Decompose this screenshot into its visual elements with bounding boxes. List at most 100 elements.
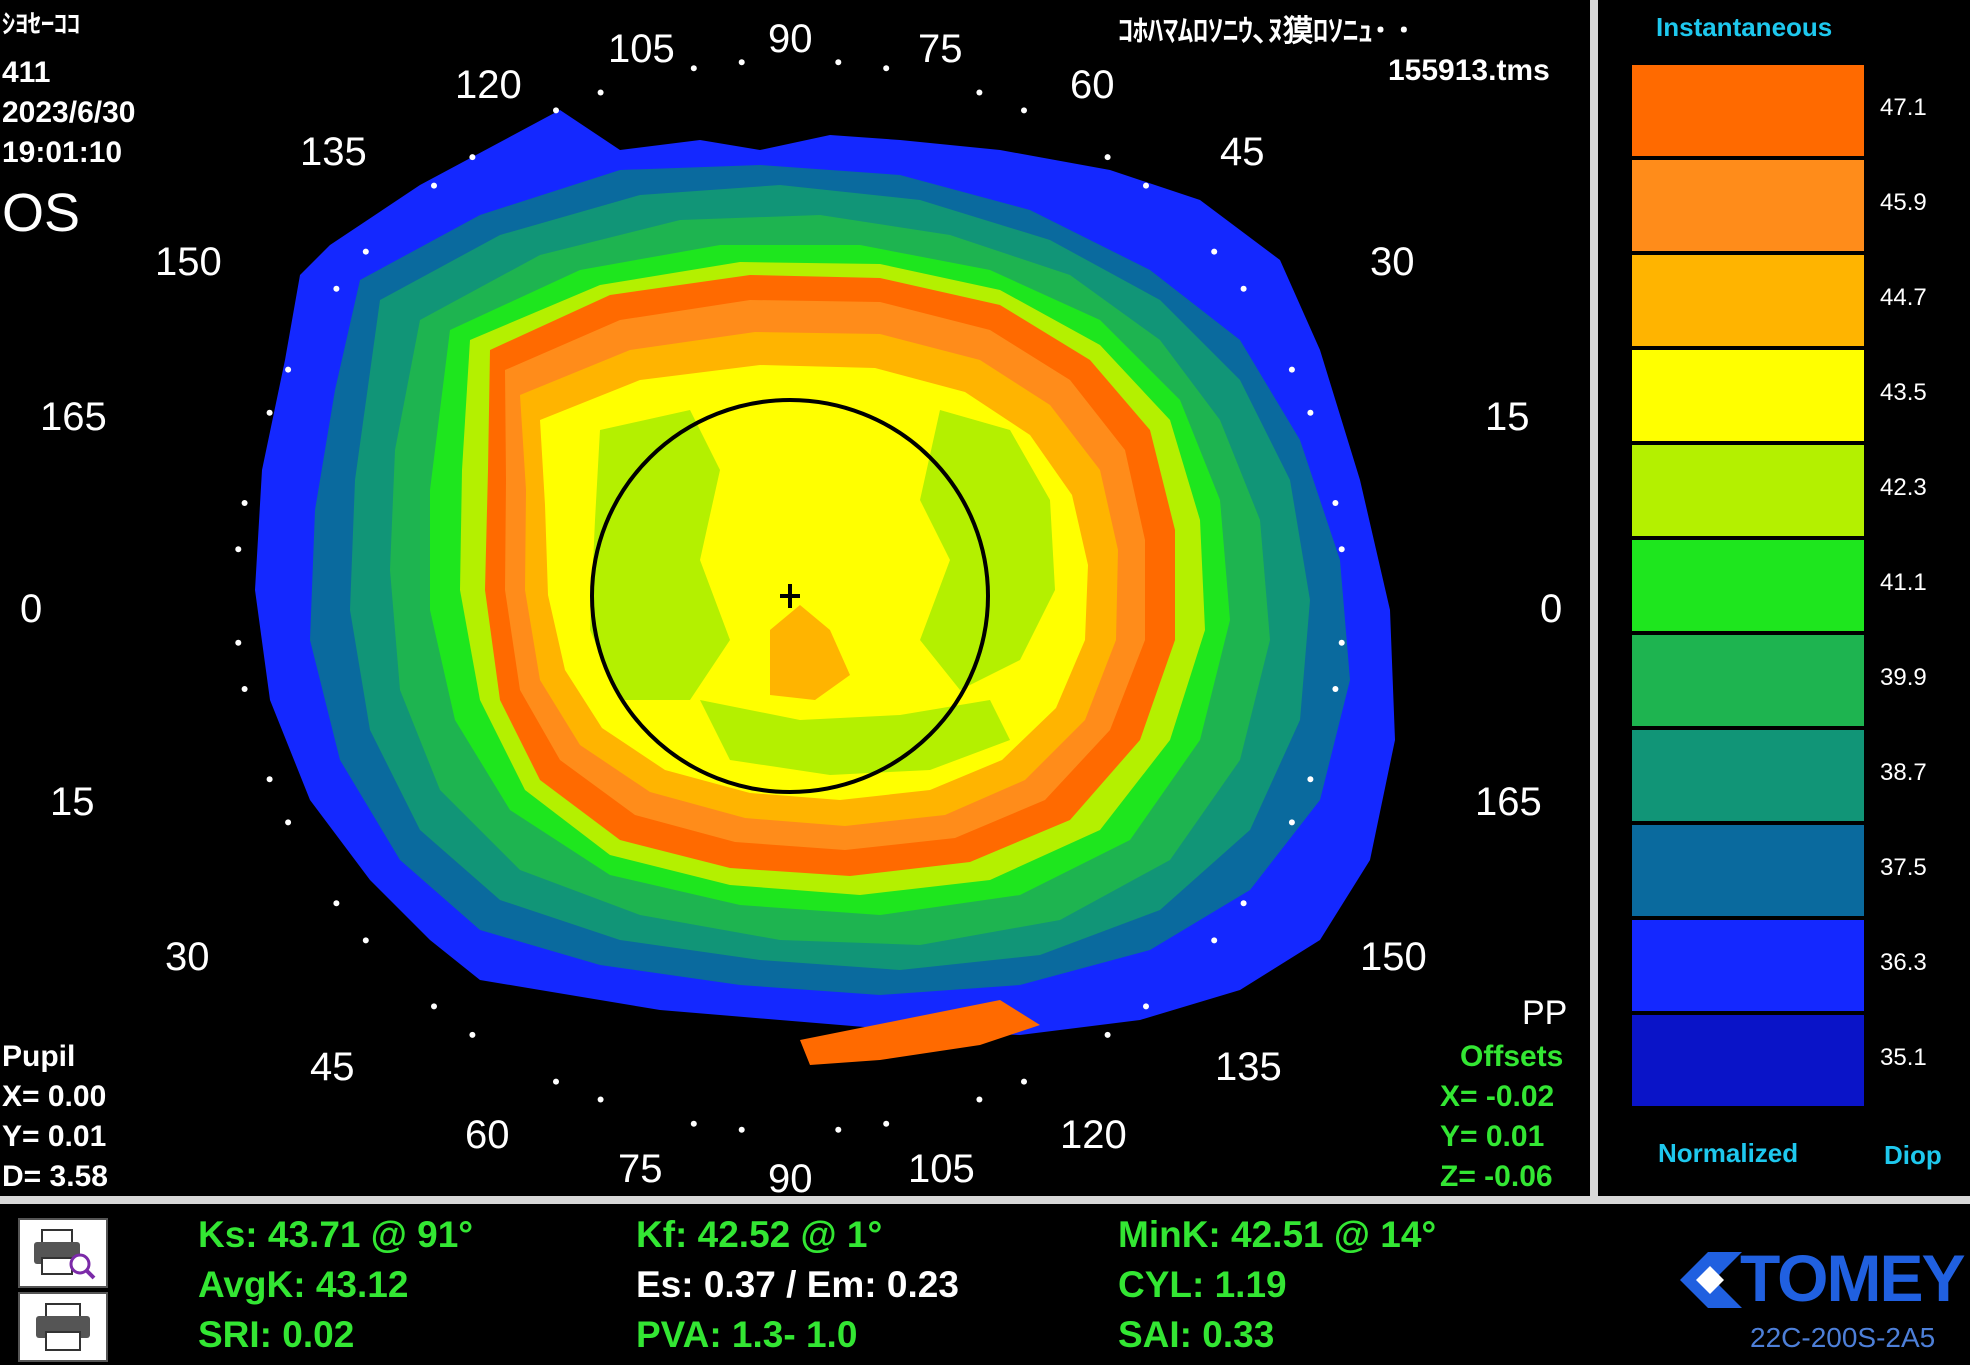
tick-dot: [553, 1078, 559, 1085]
offset-z: Z= -0.06: [1440, 1160, 1553, 1193]
scale-value-label: 37.5: [1880, 854, 1927, 881]
center-crosshair: [780, 584, 800, 608]
device-model: 22C-200S-2A5: [1750, 1322, 1936, 1353]
tick-dot: [976, 1096, 983, 1103]
scale-swatch: [1631, 349, 1865, 442]
tick-dot: [835, 1126, 842, 1133]
tick-dot: [1338, 546, 1345, 553]
tick-dot: [553, 107, 559, 114]
axis-label: 105: [908, 1147, 975, 1191]
scale-swatch: [1631, 539, 1865, 632]
metrics-bar: Ks: 43.71 @ 91° AvgK: 43.12 SRI: 0.02 Kf…: [0, 1204, 1970, 1364]
scale-value-label: 39.9: [1880, 664, 1927, 691]
tick-dot: [597, 1096, 604, 1103]
axis-label: 90: [768, 1157, 813, 1196]
pp-label: PP: [1522, 994, 1568, 1032]
axis-label: 75: [618, 1147, 663, 1191]
scale-normalized-label: Normalized: [1658, 1138, 1799, 1168]
zone-bottom-orange: [800, 1000, 1040, 1065]
pupil-circle: [590, 398, 990, 794]
color-scale-panel: Instantaneous 47.1 45.9 44.7 43.5 42.3 41.1 39…: [1598, 0, 1970, 1196]
axis-labels: 90 105 120 135 150 165 0 15 30 45 60 75 …: [20, 17, 1562, 1196]
scale-swatch: [1631, 254, 1865, 347]
tick-dot: [1307, 776, 1314, 783]
axis-label: 30: [165, 935, 210, 979]
scale-value-label: 43.5: [1880, 379, 1927, 406]
tick-dot: [883, 65, 890, 72]
axis-label: 105: [608, 27, 675, 71]
tick-dot: [1288, 819, 1295, 826]
scale-value-label: 35.1: [1880, 1044, 1927, 1071]
tomey-logo-text: TOMEY: [1740, 1241, 1965, 1315]
metric-sai: SAI: 0.33: [1118, 1314, 1275, 1355]
axis-label: 150: [1360, 935, 1427, 979]
tomey-logo-mark: [1680, 1252, 1742, 1308]
tick-dot: [690, 1120, 697, 1127]
metric-ks: Ks: 43.71 @ 91°: [198, 1214, 474, 1255]
scale-title: Instantaneous: [1656, 12, 1833, 42]
axis-label: 60: [465, 1113, 510, 1157]
pupil-x: X= 0.00: [2, 1080, 107, 1113]
print-preview-icon: [34, 1229, 96, 1280]
axis-label: 0: [1540, 587, 1562, 631]
scale-value-label: 36.3: [1880, 949, 1927, 976]
tick-dot: [333, 285, 340, 292]
axis-label: 120: [455, 63, 522, 107]
tick-dot: [241, 500, 248, 506]
exam-time: 19:01:10: [2, 136, 123, 169]
tick-dot: [1211, 937, 1218, 944]
tick-dot: [1143, 182, 1149, 189]
tick-dot: [285, 819, 292, 826]
printer-icon: [36, 1303, 90, 1351]
scale-value-label: 44.7: [1880, 284, 1927, 311]
patient-name: ｼﾖｾｰｺｺ: [2, 9, 81, 39]
axis-label: 165: [40, 395, 107, 439]
tick-dot: [1104, 1031, 1111, 1038]
eye-label: OS: [2, 183, 81, 243]
axis-label: 30: [1370, 240, 1415, 284]
scale-swatch: [1631, 729, 1865, 822]
zone-central-yellow-green: [590, 410, 730, 700]
print-button[interactable]: [18, 1292, 108, 1362]
tick-dot: [1332, 500, 1339, 506]
exam-date: 2023/6/30: [2, 96, 136, 129]
offset-x: X= -0.02: [1440, 1080, 1555, 1113]
axis-label: 120: [1060, 1113, 1127, 1157]
scale-swatch: [1631, 64, 1865, 157]
scale-swatch: [1631, 1014, 1865, 1107]
tick-dot: [1240, 900, 1247, 907]
scale-value-label: 47.1: [1880, 94, 1927, 121]
pupil-title: Pupil: [2, 1040, 76, 1073]
tick-dot: [1104, 154, 1111, 161]
axis-label: 90: [768, 17, 813, 61]
tick-dot: [976, 89, 983, 96]
patient-id: 411: [2, 56, 51, 89]
tick-dot: [1338, 639, 1345, 646]
corneal-topography-map: 90 105 120 135 150 165 0 15 30 45 60 75 …: [20, 17, 1562, 1196]
tick-dot: [1021, 1078, 1027, 1085]
tick-dot: [333, 900, 340, 907]
zone-central-orange: [770, 605, 850, 700]
axis-label: 60: [1070, 63, 1115, 107]
tick-dot: [469, 154, 476, 161]
axis-label: 135: [300, 130, 367, 174]
tick-dot: [1240, 285, 1247, 292]
axis-label: 15: [1485, 395, 1530, 439]
tick-dot: [835, 59, 842, 66]
print-preview-button[interactable]: [18, 1218, 108, 1288]
metric-pva: PVA: 1.3- 1.0: [636, 1314, 858, 1355]
axis-label: 45: [1220, 130, 1265, 174]
zone-central-yellow-green-right: [920, 410, 1055, 690]
tick-dot: [597, 89, 604, 96]
metric-cyl: CYL: 1.19: [1118, 1264, 1287, 1305]
panel-divider-vertical: [1590, 0, 1598, 1200]
axis-label: 0: [20, 587, 42, 631]
tick-dot: [883, 1120, 890, 1127]
offsets-title: Offsets: [1460, 1040, 1564, 1073]
tick-dot: [1211, 248, 1218, 255]
tick-dot: [241, 686, 248, 692]
scale-swatch: [1631, 919, 1865, 1012]
tick-dot: [1307, 409, 1314, 416]
tomey-logo: TOMEY: [1670, 1241, 1965, 1316]
tick-dot: [738, 1126, 745, 1133]
